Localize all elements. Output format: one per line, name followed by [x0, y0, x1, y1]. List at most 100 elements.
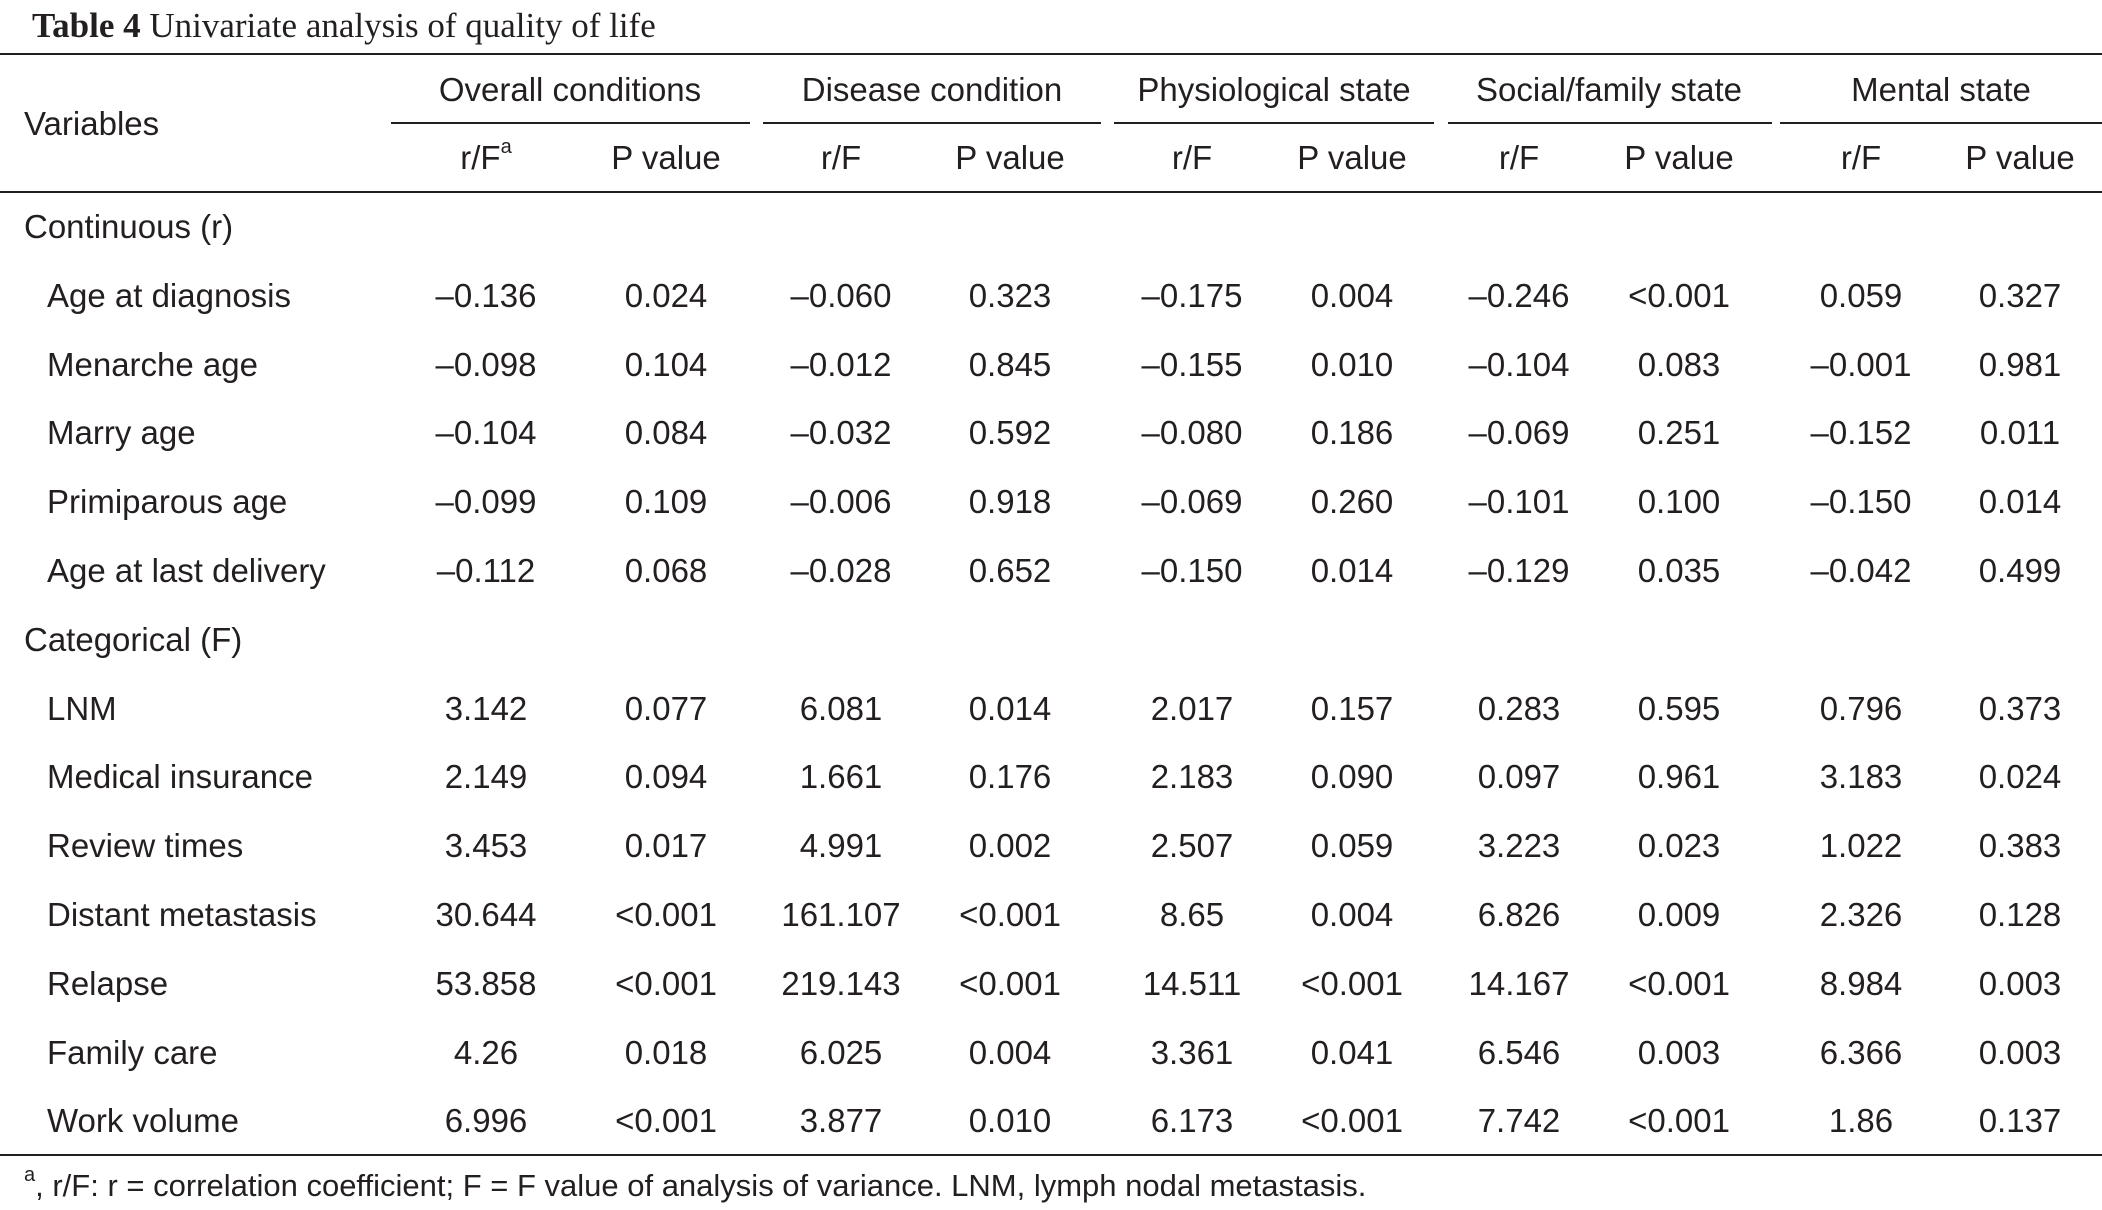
table-cell: 2.149 [444, 758, 528, 795]
footnote-mark: a [24, 1163, 36, 1186]
table-cell: 0.003 [1978, 965, 2062, 1002]
table-cell: –0.150 [1141, 552, 1243, 589]
table-cell: 0.090 [1310, 758, 1394, 795]
row-variable-name: Age at diagnosis [47, 277, 292, 314]
table-cell: 0.024 [624, 277, 708, 314]
table-cell: 0.499 [1978, 552, 2062, 589]
table-cell: 0.002 [968, 827, 1052, 864]
table-cell: 3.183 [1819, 758, 1903, 795]
table-caption-text: Univariate analysis of quality of life [149, 6, 656, 45]
table-cell: 0.796 [1819, 690, 1903, 727]
row-variable-name: Work volume [47, 1102, 239, 1139]
header-group-social: Social/family state [1476, 71, 1742, 108]
table-cell: 3.453 [444, 827, 528, 864]
table-cell: 0.595 [1637, 690, 1721, 727]
table-cell: 14.511 [1142, 965, 1242, 1002]
table-cell: –0.101 [1468, 483, 1570, 520]
row-variable-name: Menarche age [47, 346, 258, 383]
section-label: Continuous (r) [24, 208, 234, 245]
table-cell: <0.001 [1301, 1102, 1403, 1139]
table-cell: <0.001 [1628, 277, 1730, 314]
table-cell: <0.001 [959, 965, 1061, 1002]
table-cell: 0.327 [1978, 277, 2062, 314]
table-top-rule [0, 53, 2102, 55]
table-cell: 6.025 [799, 1034, 883, 1071]
table-cell: 0.128 [1978, 896, 2062, 933]
table-cell: <0.001 [615, 1102, 717, 1139]
table-cell: 0.981 [1978, 346, 2062, 383]
group-underline-social [1448, 122, 1772, 124]
table-cell: –0.069 [1468, 414, 1570, 451]
table-cell: 0.004 [1310, 896, 1394, 933]
table-cell: –0.098 [435, 346, 537, 383]
table-cell: 6.996 [444, 1102, 528, 1139]
table-cell: –0.032 [790, 414, 892, 451]
header-rf-mental: r/F [1840, 139, 1882, 176]
row-variable-name: LNM [47, 690, 117, 727]
table-cell: 0.109 [624, 483, 708, 520]
table-cell: 0.323 [968, 277, 1052, 314]
table-cell: 0.186 [1310, 414, 1394, 451]
table-cell: –0.060 [790, 277, 892, 314]
header-rf-footnote-mark: a [500, 136, 512, 158]
table-cell: 0.373 [1978, 690, 2062, 727]
table-cell: 0.023 [1637, 827, 1721, 864]
table-cell: 0.137 [1978, 1102, 2062, 1139]
table-caption: Table 4 Univariate analysis of quality o… [32, 4, 656, 48]
table-cell: 6.081 [799, 690, 883, 727]
table-cell: –0.080 [1141, 414, 1243, 451]
row-variable-name: Distant metastasis [47, 896, 317, 933]
header-rf-overall-text: r/F [460, 139, 501, 176]
table-caption-label: Table 4 [32, 6, 141, 45]
table-cell: –0.155 [1141, 346, 1243, 383]
table-cell: 219.143 [781, 965, 901, 1002]
table-cell: 0.094 [624, 758, 708, 795]
header-variables: Variables [24, 105, 160, 142]
table-cell: –0.006 [790, 483, 892, 520]
table-cell: 6.173 [1150, 1102, 1234, 1139]
table-cell: 0.084 [624, 414, 708, 451]
table-cell: 0.009 [1637, 896, 1721, 933]
table-cell: –0.001 [1810, 346, 1912, 383]
table-cell: 0.059 [1819, 277, 1903, 314]
header-p-physiological: P value [1297, 139, 1407, 176]
header-group-mental: Mental state [1851, 71, 2031, 108]
group-underline-overall [391, 122, 750, 124]
table-cell: 0.014 [1978, 483, 2062, 520]
table-cell: <0.001 [615, 896, 717, 933]
table-cell: <0.001 [1628, 965, 1730, 1002]
row-variable-name: Relapse [47, 965, 169, 1002]
table-cell: 4.991 [799, 827, 883, 864]
table-cell: –0.152 [1810, 414, 1912, 451]
table-cell: –0.042 [1810, 552, 1912, 589]
table-cell: 4.26 [453, 1034, 519, 1071]
table-cell: 7.742 [1477, 1102, 1561, 1139]
table-cell: –0.104 [435, 414, 537, 451]
table-cell: 3.223 [1477, 827, 1561, 864]
table-cell: 0.097 [1477, 758, 1561, 795]
table-cell: 0.011 [1979, 414, 2061, 451]
table-cell: 161.107 [781, 896, 901, 933]
table-cell: 8.65 [1159, 896, 1225, 933]
table-cell: 0.251 [1637, 414, 1721, 451]
header-bottom-rule [0, 191, 2102, 193]
table-cell: 0.035 [1637, 552, 1721, 589]
group-underline-physiological [1114, 122, 1434, 124]
table-cell: 2.326 [1819, 896, 1903, 933]
table-cell: <0.001 [1628, 1102, 1730, 1139]
table-cell: 6.546 [1477, 1034, 1561, 1071]
header-rf-disease: r/F [820, 139, 862, 176]
table-cell: 0.003 [1978, 1034, 2062, 1071]
table-footnote: a, r/F: r = correlation coefficient; F =… [24, 1163, 1366, 1206]
table-cell: 0.592 [968, 414, 1052, 451]
table-cell: <0.001 [615, 965, 717, 1002]
table-cell: 0.383 [1978, 827, 2062, 864]
table-cell: 6.826 [1477, 896, 1561, 933]
table-cell: 0.004 [968, 1034, 1052, 1071]
table-cell: 0.024 [1978, 758, 2062, 795]
table-cell: –0.112 [436, 552, 536, 589]
table-cell: 0.068 [624, 552, 708, 589]
table-cell: 0.104 [624, 346, 708, 383]
table-cell: 8.984 [1819, 965, 1903, 1002]
table-cell: –0.012 [790, 346, 892, 383]
